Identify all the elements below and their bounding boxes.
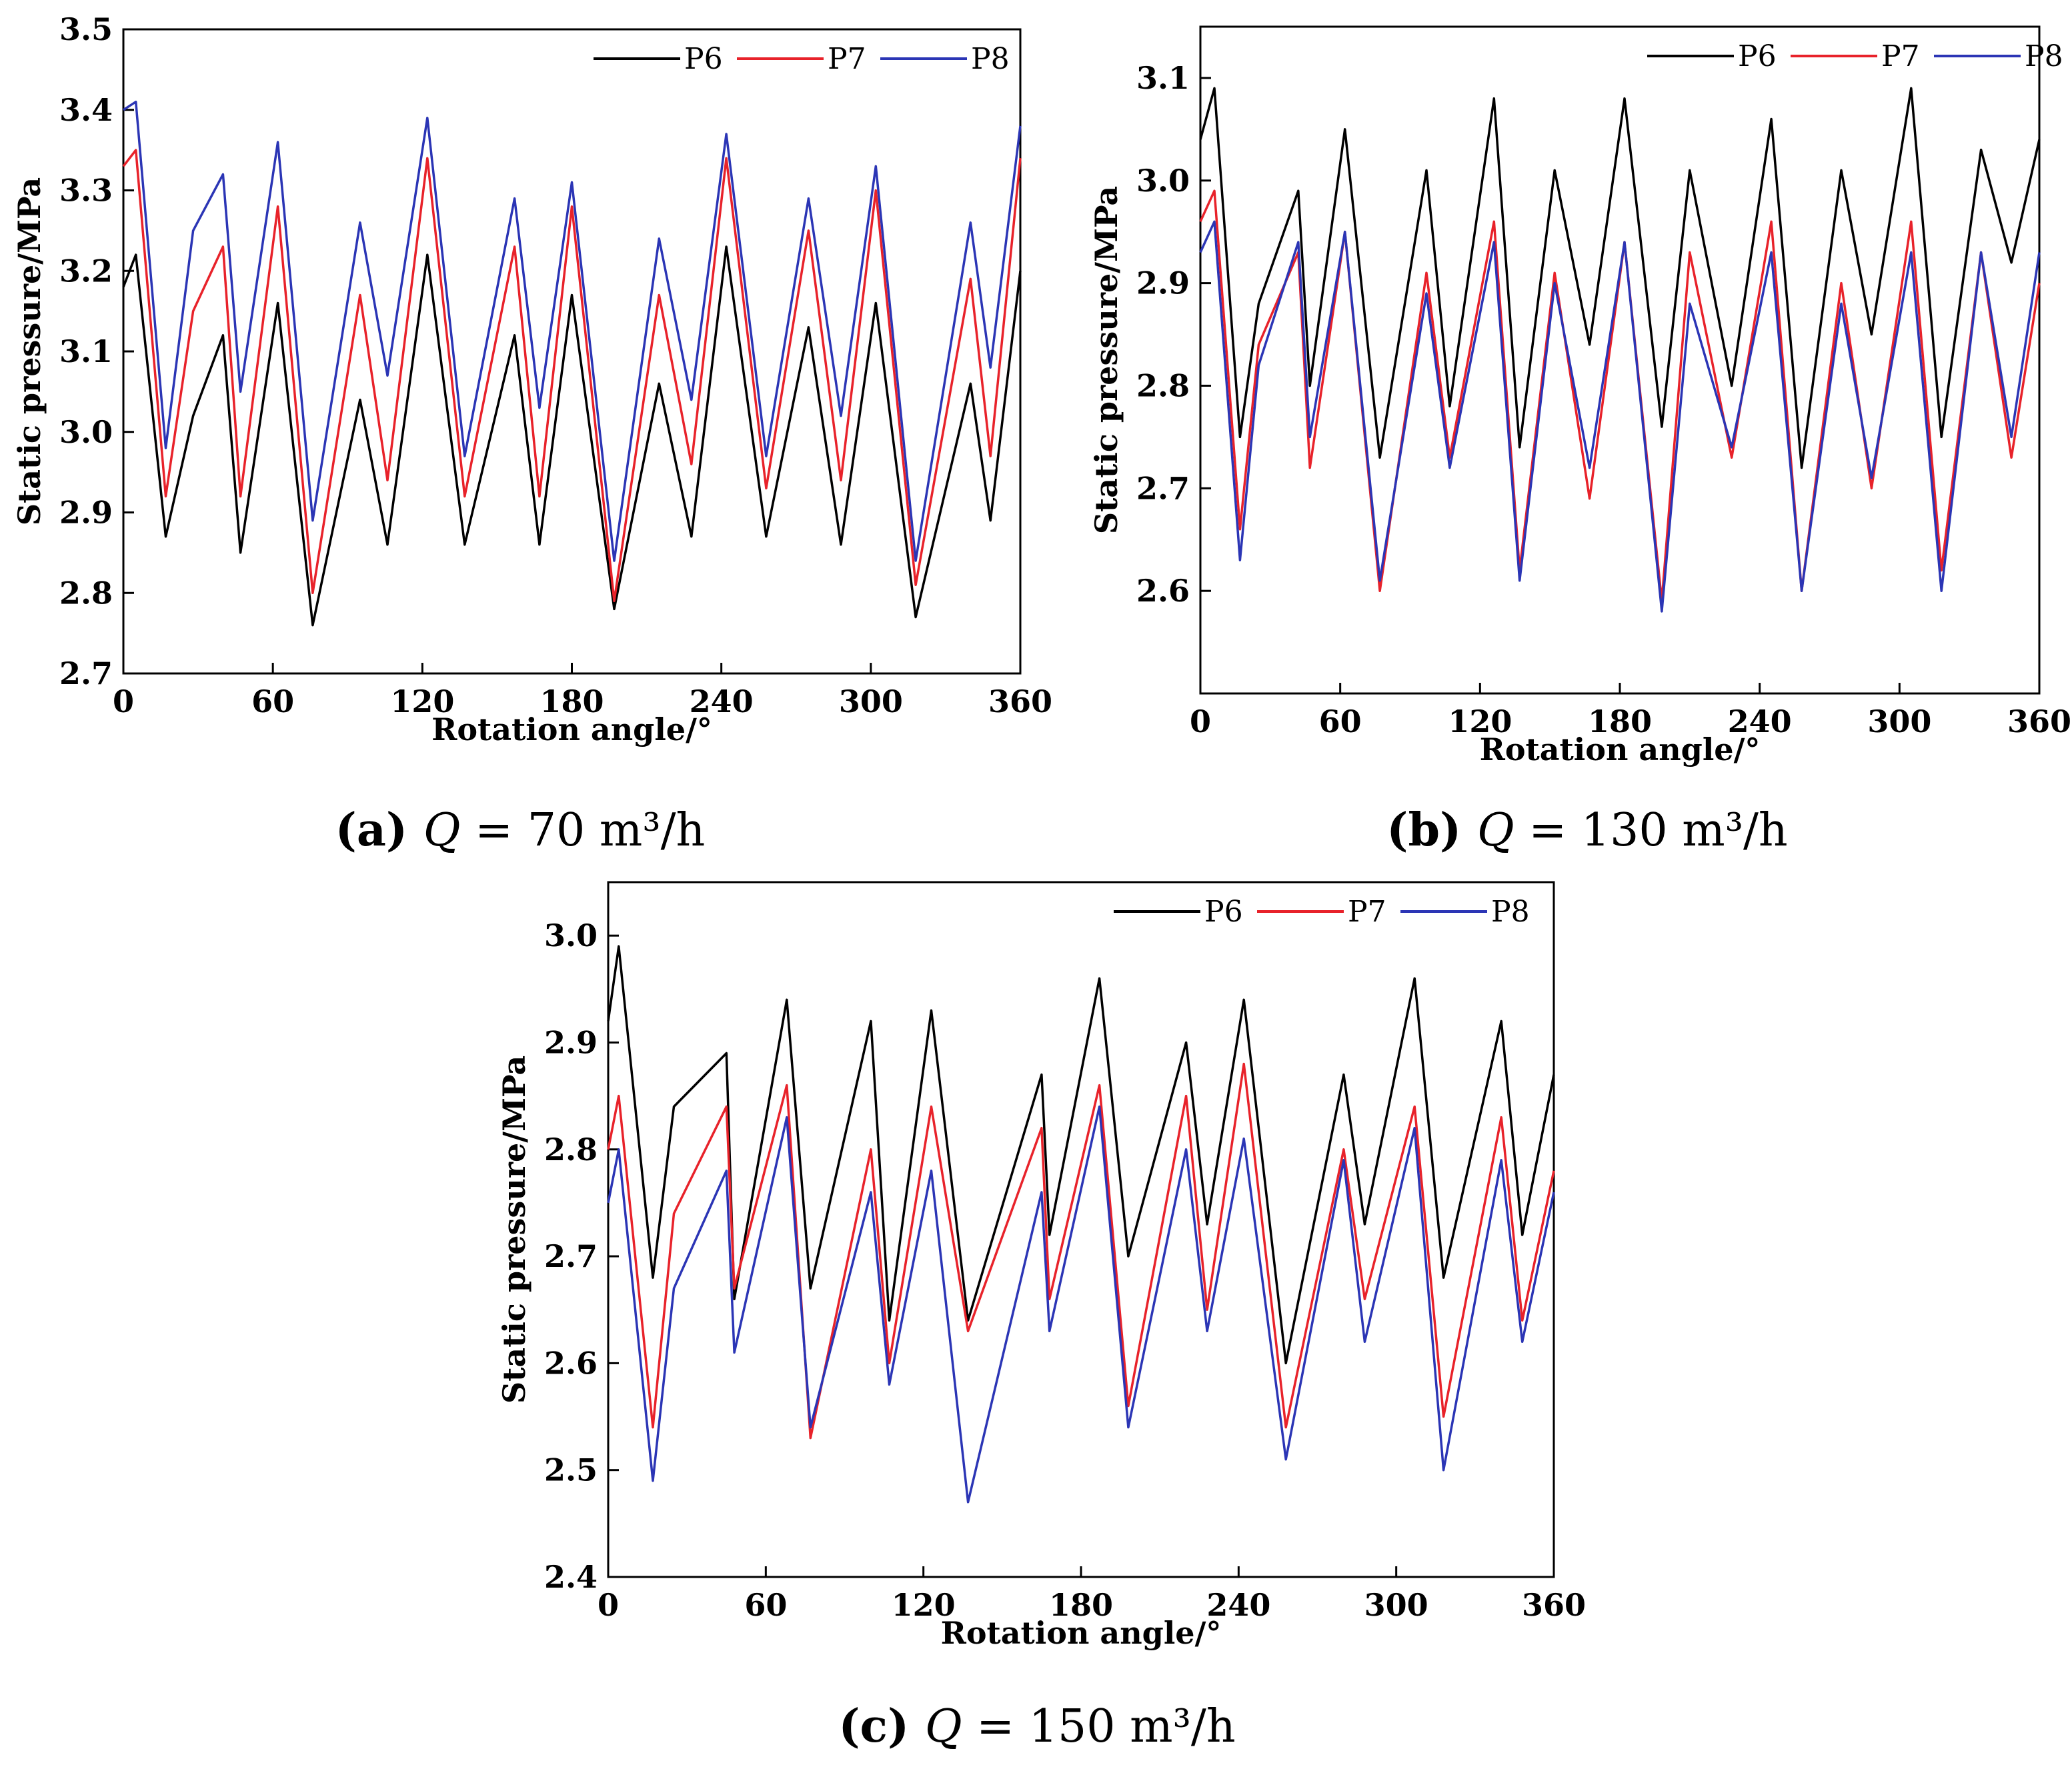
- legend-label-p7: P7: [828, 42, 866, 76]
- x-axis-title: Rotation angle/°: [431, 711, 712, 747]
- panel-c: 0 60 120 180 240 300 360 2.4 2.5 2.6 2.7 2.8 2.9 3.0 R…: [496, 881, 1586, 1753]
- y-tick-label: 2.8: [1136, 367, 1190, 403]
- x-tick-label: 240: [1206, 1587, 1270, 1623]
- panel-b: 0 60 120 180 240 300 360 2.6 2.7 2.8 2.9 3.0 3.1 Rota…: [1088, 25, 2071, 857]
- series-line-p6: [1199, 87, 2041, 469]
- y-axis-title: Static pressure/MPa: [496, 1056, 532, 1404]
- y-tick-label: 2.8: [59, 575, 113, 611]
- y-tick-label: 3.1: [1136, 60, 1190, 96]
- panel-caption: (b) Q = 130 m³/h: [1386, 803, 1787, 857]
- x-tick-label: 60: [251, 683, 294, 719]
- legend-label-p8: P8: [971, 42, 1010, 76]
- y-tick-label: 3.2: [59, 253, 113, 289]
- x-tick-label: 360: [2007, 703, 2071, 739]
- x-tick-label: 300: [1364, 1587, 1428, 1623]
- legend-label-p6: P6: [1204, 895, 1243, 929]
- y-tick-label: 2.9: [59, 495, 113, 531]
- y-axis-title: Static pressure/MPa: [11, 177, 47, 525]
- x-tick-label: 300: [839, 683, 903, 719]
- y-tick-label: 2.9: [544, 1024, 598, 1060]
- x-axis-title: Rotation angle/°: [941, 1615, 1222, 1651]
- x-tick-label: 120: [892, 1587, 956, 1623]
- legend-label-p8: P8: [1491, 895, 1530, 929]
- legend-label-p6: P6: [684, 42, 723, 76]
- y-tick-label: 2.6: [1136, 573, 1190, 609]
- x-tick-label: 120: [1448, 703, 1512, 739]
- panel-caption: (c) Q = 150 m³/h: [838, 1700, 1235, 1753]
- series-line-p7: [1199, 189, 2041, 603]
- series-line-p7: [607, 1062, 1555, 1440]
- legend-label-p7: P7: [1348, 895, 1386, 929]
- x-axis-title: Rotation angle/°: [1480, 731, 1761, 767]
- x-tick-label: 180: [540, 683, 604, 719]
- series-line-p8: [123, 100, 1022, 562]
- series-line-p6: [122, 245, 1022, 627]
- x-tick-label: 0: [1190, 703, 1211, 739]
- series-line-p6: [607, 945, 1555, 1365]
- legend-label-p8: P8: [2025, 39, 2063, 73]
- x-tick-label: 120: [390, 683, 454, 719]
- y-tick-label: 3.0: [59, 414, 113, 450]
- x-tick-label: 300: [1867, 703, 1931, 739]
- y-axis-title: Static pressure/MPa: [1088, 186, 1124, 534]
- y-tick-label: 2.7: [1136, 470, 1190, 506]
- legend-label-p7: P7: [1881, 39, 1920, 73]
- plot-frame: [122, 28, 1022, 675]
- y-tick-label: 2.9: [1136, 265, 1190, 301]
- y-tick-label: 2.4: [544, 1559, 598, 1595]
- x-tick-label: 60: [1319, 703, 1362, 739]
- y-tick-label: 2.6: [544, 1345, 598, 1381]
- series-line-p7: [122, 149, 1022, 603]
- y-tick-label: 2.8: [544, 1132, 598, 1168]
- x-tick-label: 180: [1049, 1587, 1113, 1623]
- series-line-p8: [1199, 220, 2041, 613]
- y-tick-label: 3.1: [59, 333, 113, 369]
- y-tick-label: 2.7: [59, 655, 113, 691]
- y-tick-label: 3.0: [544, 918, 598, 954]
- y-tick-label: 3.4: [59, 92, 113, 128]
- y-tick-label: 3.5: [59, 11, 113, 47]
- x-tick-label: 0: [113, 683, 134, 719]
- y-tick-label: 2.5: [544, 1452, 598, 1488]
- series-line-p8: [607, 1105, 1555, 1504]
- x-tick-label: 360: [1522, 1587, 1586, 1623]
- y-tick-label: 3.0: [1136, 163, 1190, 199]
- y-tick-label: 2.7: [544, 1238, 598, 1274]
- x-tick-label: 60: [744, 1587, 787, 1623]
- panel-caption: (a) Q = 70 m³/h: [335, 803, 706, 857]
- x-tick-label: 180: [1588, 703, 1652, 739]
- x-tick-label: 0: [598, 1587, 619, 1623]
- y-tick-label: 3.3: [59, 173, 113, 209]
- x-tick-label: 240: [690, 683, 754, 719]
- panel-a: 0 60 120 180 240 300 360 2.7 2.8 2.9 3.0 3.1 3.2 3.3 3…: [11, 11, 1052, 857]
- x-tick-label: 360: [988, 683, 1052, 719]
- x-tick-label: 240: [1728, 703, 1792, 739]
- legend-label-p6: P6: [1738, 39, 1777, 73]
